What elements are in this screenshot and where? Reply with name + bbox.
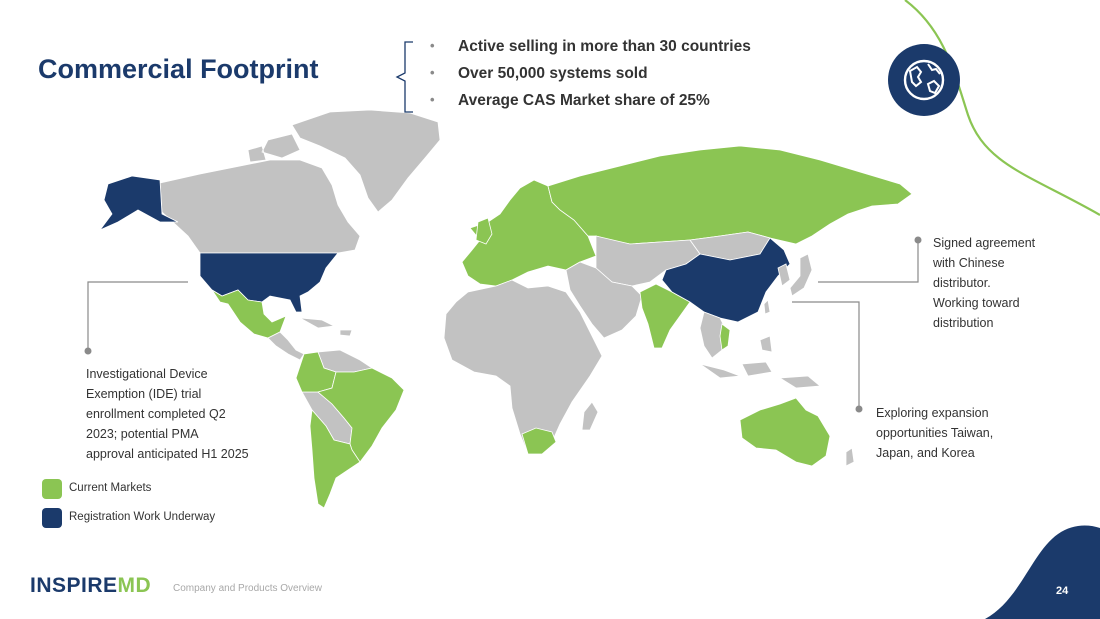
map-central-america (267, 331, 305, 361)
callout-line: Exemption (IDE) trial (86, 387, 202, 401)
map-usa (199, 252, 339, 313)
globe-icon (903, 59, 945, 101)
leader-line-china (818, 240, 919, 283)
callout-line: Investigational Device (86, 367, 208, 381)
highlight-item: • Active selling in more than 30 countri… (430, 38, 751, 65)
highlight-text: Over 50,000 systems sold (458, 65, 648, 82)
map-indonesia (699, 335, 822, 389)
leader-line-asia (792, 301, 860, 408)
callout-asia: Exploring expansion opportunities Taiwan… (876, 403, 1056, 463)
callout-leader-lines (87, 240, 919, 408)
slide-title: Commercial Footprint (38, 54, 319, 84)
leader-dot-ide (84, 347, 92, 355)
map-africa (443, 279, 603, 455)
highlight-item: • Over 50,000 systems sold (430, 65, 751, 92)
map-russia (547, 145, 913, 245)
map-middle-east (565, 261, 643, 339)
legend-swatch-green (42, 479, 62, 499)
company-logo: INSPIREMD (30, 574, 151, 598)
map-india (639, 283, 691, 349)
callout-line: distributor. (933, 276, 991, 290)
legend-label: Current Markets (69, 482, 152, 494)
callout-line: Exploring expansion (876, 406, 989, 420)
logo-accent-text: MD (117, 574, 152, 597)
leader-dot-asia (855, 405, 863, 413)
map-arctic-islands (247, 133, 301, 163)
globe-badge (888, 44, 960, 116)
footer-caption: Company and Products Overview (173, 583, 322, 594)
map-japan (789, 253, 813, 297)
callout-line: Japan, and Korea (876, 446, 975, 460)
callout-china: Signed agreement with Chinese distributo… (933, 233, 1093, 333)
map-alaska (98, 175, 179, 231)
map-caribbean (299, 317, 353, 337)
leader-dot-china (914, 236, 922, 244)
callout-line: enrollment completed Q2 (86, 407, 226, 421)
highlight-text: Active selling in more than 30 countries (458, 38, 751, 55)
bullet-icon: • (430, 92, 435, 107)
legend-label: Registration Work Underway (69, 511, 216, 523)
callout-line: distribution (933, 316, 994, 330)
highlights-list: • Active selling in more than 30 countri… (430, 38, 751, 119)
callout-line: opportunities Taiwan, (876, 426, 994, 440)
callout-line: Working toward (933, 296, 1020, 310)
callout-line: 2023; potential PMA (86, 427, 199, 441)
map-canada (159, 159, 361, 254)
bullet-icon: • (430, 38, 435, 53)
map-south-africa (521, 427, 557, 455)
map-australia (739, 397, 831, 467)
map-europe (461, 179, 597, 287)
highlights-bracket (395, 41, 413, 113)
legend-swatch-navy (42, 508, 62, 528)
map-uk (475, 217, 493, 245)
callout-line: Signed agreement (933, 236, 1036, 250)
leader-line-ide (87, 281, 188, 350)
callout-line: with Chinese (933, 256, 1005, 270)
logo-text: INSPIRE (30, 574, 118, 597)
page-number: 24 (1056, 585, 1069, 597)
highlight-text: Average CAS Market share of 25% (458, 92, 710, 109)
map-korea (777, 263, 791, 287)
bullet-icon: • (430, 65, 435, 80)
map-new-zealand (845, 447, 855, 467)
map-chile-argentina (309, 409, 361, 509)
highlight-item: • Average CAS Market share of 25% (430, 92, 751, 119)
map-mexico (211, 289, 287, 339)
map-greenland (291, 109, 441, 213)
callout-ide: Investigational Device Exemption (IDE) t… (86, 364, 286, 464)
map-southeast-asia (699, 311, 729, 359)
callout-line: approval anticipated H1 2025 (86, 447, 249, 461)
map-vietnam (719, 323, 731, 351)
map-madagascar (581, 401, 599, 431)
map-china (661, 237, 791, 323)
map-taiwan (763, 299, 771, 315)
